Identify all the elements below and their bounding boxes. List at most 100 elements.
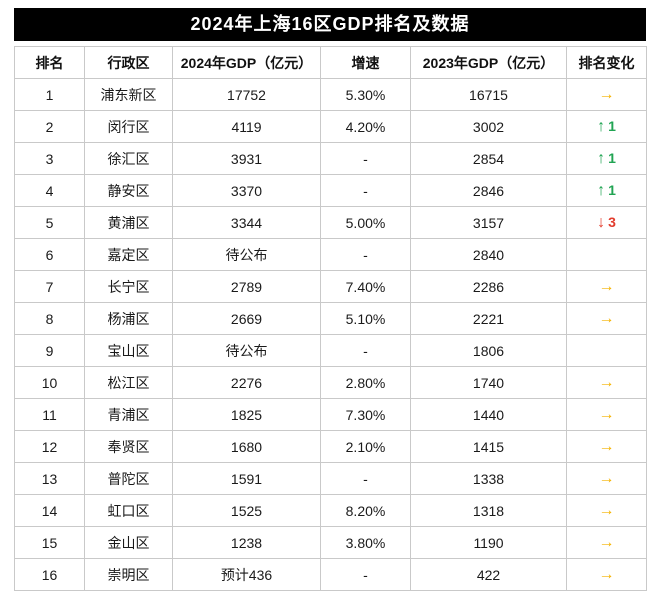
gdp-2024-cell: 1825: [172, 398, 321, 431]
page-title: 2024年上海16区GDP排名及数据: [14, 8, 646, 41]
same-arrow-icon: →: [598, 85, 615, 103]
gdp-2023-cell: 2854: [410, 142, 567, 175]
rank-cell: 2: [14, 110, 85, 143]
rank-change-cell: ↓ 3: [566, 206, 647, 239]
table-body: 1 浦东新区 17752 5.30% 16715 → 2 闵行区 4119 4.20% 3002 ↑ 1…: [14, 78, 647, 591]
growth-cell: -: [320, 142, 411, 175]
table-header-row: 排名 行政区 2024年GDP（亿元） 增速 2023年GDP（亿元） 排名变化: [14, 46, 647, 79]
district-cell: 嘉定区: [84, 238, 173, 271]
gdp-2024-cell: 2669: [172, 302, 321, 335]
district-cell: 松江区: [84, 366, 173, 399]
rank-change-cell: ↑ 1: [566, 110, 647, 143]
table-row: 15 金山区 1238 3.80% 1190 →: [14, 526, 647, 559]
gdp-2023-cell: 2221: [410, 302, 567, 335]
growth-cell: -: [320, 462, 411, 495]
column-header: 排名变化: [566, 46, 647, 79]
rank-change-cell: →: [566, 78, 647, 111]
district-cell: 青浦区: [84, 398, 173, 431]
gdp-2024-cell: 1680: [172, 430, 321, 463]
rank-change-cell: [566, 334, 647, 367]
gdp-2024-cell: 4119: [172, 110, 321, 143]
rank-cell: 10: [14, 366, 85, 399]
rank-change-value: 1: [608, 181, 616, 198]
growth-cell: 5.30%: [320, 78, 411, 111]
same-arrow-icon: →: [598, 277, 615, 295]
gdp-2023-cell: 1440: [410, 398, 567, 431]
table-row: 7 长宁区 2789 7.40% 2286 →: [14, 270, 647, 303]
rank-change-cell: →: [566, 302, 647, 335]
rank-change-cell: [566, 238, 647, 271]
gdp-2023-cell: 1415: [410, 430, 567, 463]
gdp-2024-cell: 2276: [172, 366, 321, 399]
gdp-2023-cell: 422: [410, 558, 567, 591]
column-header: 增速: [320, 46, 411, 79]
rank-cell: 7: [14, 270, 85, 303]
same-arrow-icon: →: [598, 533, 615, 551]
gdp-2024-cell: 2789: [172, 270, 321, 303]
growth-cell: -: [320, 558, 411, 591]
rank-change-value: 1: [608, 149, 616, 166]
rank-change-value: 3: [608, 213, 616, 230]
table-row: 9 宝山区 待公布 -1806: [14, 334, 647, 367]
growth-cell: 5.10%: [320, 302, 411, 335]
table-row: 16 崇明区 预计436-422 →: [14, 558, 647, 591]
table-row: 4 静安区 3370-2846 ↑ 1: [14, 174, 647, 207]
table-row: 5 黄浦区 3344 5.00% 3157 ↓ 3: [14, 206, 647, 239]
same-arrow-icon: →: [598, 469, 615, 487]
column-header: 2023年GDP（亿元）: [410, 46, 567, 79]
growth-cell: 7.30%: [320, 398, 411, 431]
district-cell: 杨浦区: [84, 302, 173, 335]
growth-cell: -: [320, 174, 411, 207]
rank-change-cell: ↑ 1: [566, 174, 647, 207]
district-cell: 静安区: [84, 174, 173, 207]
gdp-2023-cell: 2846: [410, 174, 567, 207]
gdp-table: 排名 行政区 2024年GDP（亿元） 增速 2023年GDP（亿元） 排名变化 1 浦东新…: [14, 46, 647, 591]
column-header: 行政区: [84, 46, 173, 79]
rank-change-value: 1: [608, 117, 616, 134]
rank-cell: 6: [14, 238, 85, 271]
gdp-2024-cell: 3931: [172, 142, 321, 175]
gdp-2023-cell: 1190: [410, 526, 567, 559]
rank-change-cell: →: [566, 366, 647, 399]
table-row: 2 闵行区 4119 4.20% 3002 ↑ 1: [14, 110, 647, 143]
gdp-2024-cell: 17752: [172, 78, 321, 111]
same-arrow-icon: →: [598, 437, 615, 455]
district-cell: 金山区: [84, 526, 173, 559]
up-arrow-icon: ↑: [597, 181, 606, 199]
rank-change-cell: →: [566, 462, 647, 495]
district-cell: 宝山区: [84, 334, 173, 367]
district-cell: 闵行区: [84, 110, 173, 143]
district-cell: 虹口区: [84, 494, 173, 527]
rank-cell: 8: [14, 302, 85, 335]
gdp-2023-cell: 3157: [410, 206, 567, 239]
same-arrow-icon: →: [598, 373, 615, 391]
table-row: 8 杨浦区 2669 5.10% 2221 →: [14, 302, 647, 335]
rank-change-cell: →: [566, 526, 647, 559]
rank-cell: 9: [14, 334, 85, 367]
gdp-2024-cell: 3344: [172, 206, 321, 239]
gdp-2023-cell: 16715: [410, 78, 567, 111]
gdp-2023-cell: 3002: [410, 110, 567, 143]
rank-cell: 13: [14, 462, 85, 495]
same-arrow-icon: →: [598, 501, 615, 519]
gdp-2024-cell: 3370: [172, 174, 321, 207]
table-row: 14 虹口区 1525 8.20% 1318 →: [14, 494, 647, 527]
rank-change-cell: →: [566, 558, 647, 591]
growth-cell: -: [320, 334, 411, 367]
district-cell: 崇明区: [84, 558, 173, 591]
table-row: 6 嘉定区 待公布 -2840: [14, 238, 647, 271]
growth-cell: 4.20%: [320, 110, 411, 143]
gdp-2024-cell: 1525: [172, 494, 321, 527]
gdp-2023-cell: 1318: [410, 494, 567, 527]
table-row: 13 普陀区 1591-1338 →: [14, 462, 647, 495]
table-row: 10 松江区 2276 2.80% 1740 →: [14, 366, 647, 399]
same-arrow-icon: →: [598, 565, 615, 583]
rank-cell: 1: [14, 78, 85, 111]
column-header: 排名: [14, 46, 85, 79]
gdp-2024-cell: 预计436: [172, 558, 321, 591]
gdp-2024-cell: 待公布: [172, 334, 321, 367]
growth-cell: 7.40%: [320, 270, 411, 303]
down-arrow-icon: ↓: [597, 213, 606, 231]
rank-cell: 5: [14, 206, 85, 239]
